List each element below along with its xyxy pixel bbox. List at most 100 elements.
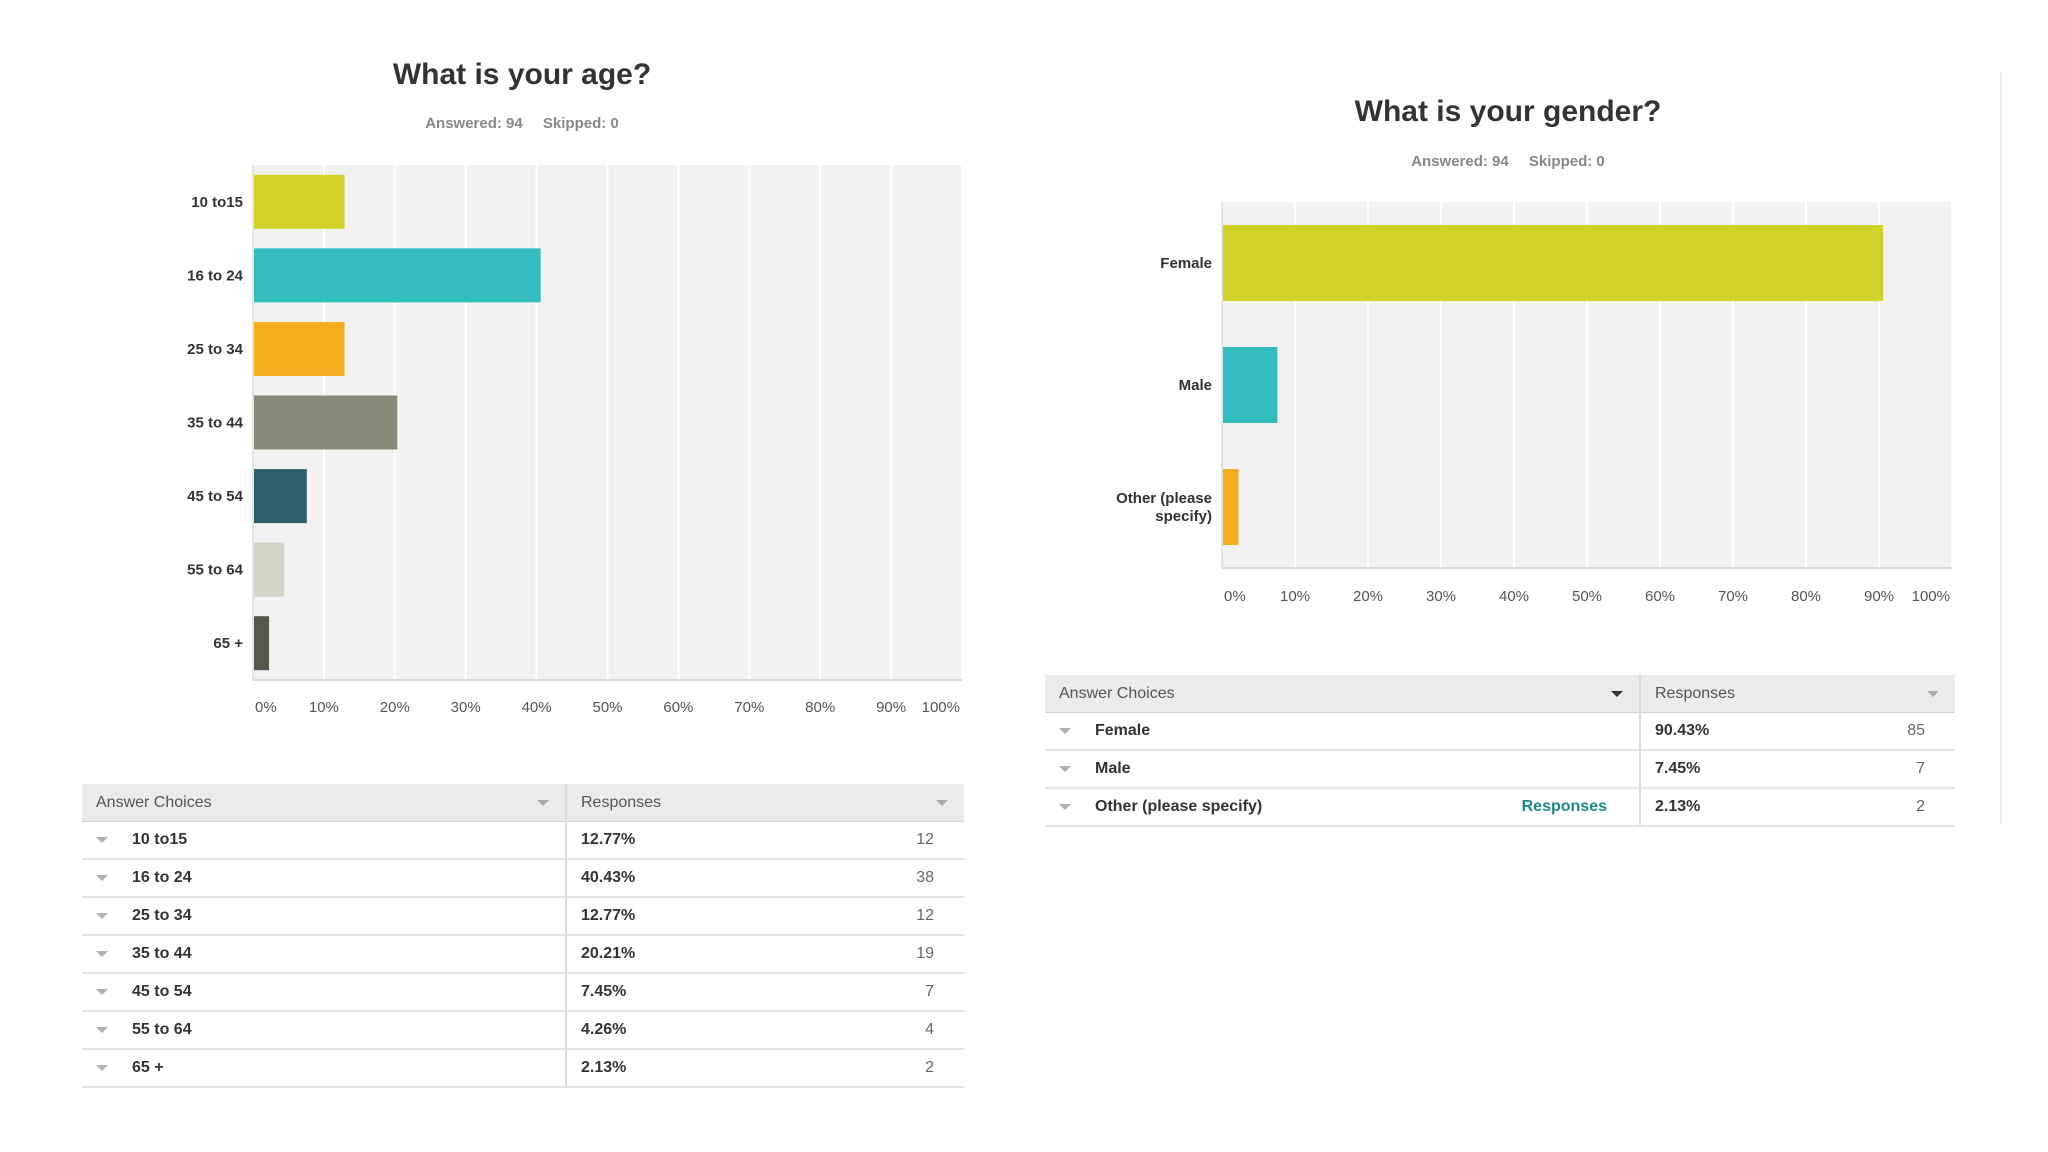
category-label: specify) (1155, 508, 1212, 525)
age-col-responses[interactable]: Responses (566, 784, 964, 822)
response-count: 85 (1907, 722, 1925, 739)
x-tick-label: 30% (1426, 588, 1456, 605)
response-percent: 7.45% (1655, 760, 1701, 777)
expand-caret-icon[interactable] (96, 950, 108, 957)
response-percent: 12.77% (581, 831, 636, 848)
responses-link[interactable]: Responses (1521, 798, 1607, 815)
x-tick-label: 40% (1499, 588, 1529, 605)
answer-choice-label: 25 to 34 (132, 907, 192, 924)
responses-cell: 12.77% 12 (566, 897, 964, 936)
answer-choice-cell[interactable]: 35 to 44 (82, 935, 567, 974)
bar (254, 616, 270, 671)
x-tick-label: 60% (1645, 588, 1675, 605)
answer-choice-cell[interactable]: 45 to 54 (82, 973, 567, 1012)
x-tick-label: 70% (1718, 588, 1748, 605)
gender-skipped-count: Skipped: 0 (1528, 153, 1605, 170)
bar (254, 248, 541, 303)
bar (1223, 469, 1239, 545)
x-tick-label: 20% (380, 699, 410, 716)
answer-choice-label: 55 to 64 (132, 1021, 192, 1038)
bar (1223, 347, 1278, 423)
answer-choice-cell[interactable]: 25 to 34 (82, 897, 567, 936)
table-row[interactable]: 65 + 2.13% 2 (82, 1049, 964, 1088)
expand-caret-icon[interactable] (1059, 727, 1071, 734)
sort-caret-icon[interactable] (1927, 691, 1939, 697)
x-tick-label: 100% (922, 699, 960, 716)
age-col-answer-choices[interactable]: Answer Choices (82, 784, 567, 822)
response-count: 7 (1916, 760, 1925, 777)
x-tick-label: 20% (1353, 588, 1383, 605)
x-tick-label: 10% (309, 699, 339, 716)
gender-answered-count: Answered: 94 (1411, 153, 1509, 170)
gender-col-responses[interactable]: Responses (1640, 675, 1955, 713)
bar (254, 174, 345, 229)
answer-choice-cell[interactable]: Male (1045, 750, 1641, 789)
answer-choice-label: Other (please specify) (1095, 798, 1263, 815)
expand-caret-icon[interactable] (1059, 765, 1071, 772)
x-tick-label: 80% (805, 699, 835, 716)
expand-caret-icon[interactable] (96, 836, 108, 843)
category-label: 16 to 24 (187, 267, 244, 284)
table-row[interactable]: 25 to 34 12.77% 12 (82, 897, 964, 936)
answer-choice-cell[interactable]: 55 to 64 (82, 1011, 567, 1050)
age-bar-chart: 0% 10% 20% 30% 40% 50% 60% 70% 80% 90% 100% 10 to15… (187, 165, 963, 716)
gender-bar-chart: 0% 10% 20% 30% 40% 50% 60% 70% 80% 90% 100% Female M… (1116, 202, 1953, 605)
table-row[interactable]: 45 to 54 7.45% 7 (82, 973, 964, 1012)
responses-cell: 12.77% 12 (566, 821, 964, 860)
bar (254, 542, 285, 597)
expand-caret-icon[interactable] (96, 1026, 108, 1033)
x-tick-label: 100% (1912, 588, 1950, 605)
expand-caret-icon[interactable] (96, 874, 108, 881)
table-row[interactable]: 35 to 44 20.21% 19 (82, 935, 964, 974)
table-row[interactable]: 16 to 24 40.43% 38 (82, 859, 964, 898)
x-tick-label: 60% (663, 699, 693, 716)
table-row[interactable]: Female 90.43% 85 (1045, 712, 1955, 751)
category-label: 10 to15 (191, 194, 243, 211)
expand-caret-icon[interactable] (1059, 803, 1071, 810)
answer-choice-cell[interactable]: 10 to15 (82, 821, 567, 860)
response-percent: 7.45% (581, 983, 627, 1000)
gender-col-answer-choices[interactable]: Answer Choices (1045, 675, 1641, 713)
answer-choice-label: 45 to 54 (132, 983, 192, 1000)
responses-cell: 7.45% 7 (1640, 750, 1955, 789)
response-count: 12 (916, 831, 934, 848)
sort-caret-icon[interactable] (936, 800, 948, 806)
bar (1223, 225, 1884, 301)
age-question-title: What is your age? (392, 58, 652, 91)
response-count: 12 (916, 907, 934, 924)
x-tick-label: 90% (876, 699, 906, 716)
response-percent: 2.13% (1655, 798, 1701, 815)
x-tick-label: 50% (592, 699, 622, 716)
sort-caret-icon[interactable] (537, 800, 549, 806)
x-tick-label: 40% (522, 699, 552, 716)
responses-cell: 20.21% 19 (566, 935, 964, 974)
category-label: 45 to 54 (187, 488, 244, 505)
bar (254, 395, 398, 450)
answer-choice-cell[interactable]: 16 to 24 (82, 859, 567, 898)
x-tick-label: 10% (1280, 588, 1310, 605)
response-count: 2 (1916, 798, 1925, 815)
table-row[interactable]: Other (please specify) Responses 2.13% 2 (1045, 788, 1955, 827)
answer-choice-cell[interactable]: Other (please specify) Responses (1045, 788, 1641, 827)
bar (254, 469, 307, 524)
answer-choice-cell[interactable]: 65 + (82, 1049, 567, 1088)
x-tick-label: 90% (1864, 588, 1894, 605)
responses-cell: 4.26% 4 (566, 1011, 964, 1050)
category-label: 35 to 44 (187, 415, 244, 432)
answer-choice-label: 10 to15 (132, 831, 188, 848)
category-label: Male (1179, 377, 1212, 394)
age-question-panel: What is your age? Answered: 94 Skipped: … (0, 0, 1010, 1152)
response-count: 7 (925, 983, 934, 1000)
table-row[interactable]: 55 to 64 4.26% 4 (82, 1011, 964, 1050)
panel-divider (2000, 72, 2002, 824)
answer-choice-cell[interactable]: Female (1045, 712, 1641, 751)
sort-caret-icon[interactable] (1611, 691, 1623, 697)
x-tick-label: 30% (451, 699, 481, 716)
table-row[interactable]: Male 7.45% 7 (1045, 750, 1955, 789)
table-row[interactable]: 10 to15 12.77% 12 (82, 821, 964, 860)
responses-cell: 90.43% 85 (1640, 712, 1955, 751)
expand-caret-icon[interactable] (96, 912, 108, 919)
category-label: Female (1160, 255, 1212, 272)
expand-caret-icon[interactable] (96, 988, 108, 995)
expand-caret-icon[interactable] (96, 1064, 108, 1071)
